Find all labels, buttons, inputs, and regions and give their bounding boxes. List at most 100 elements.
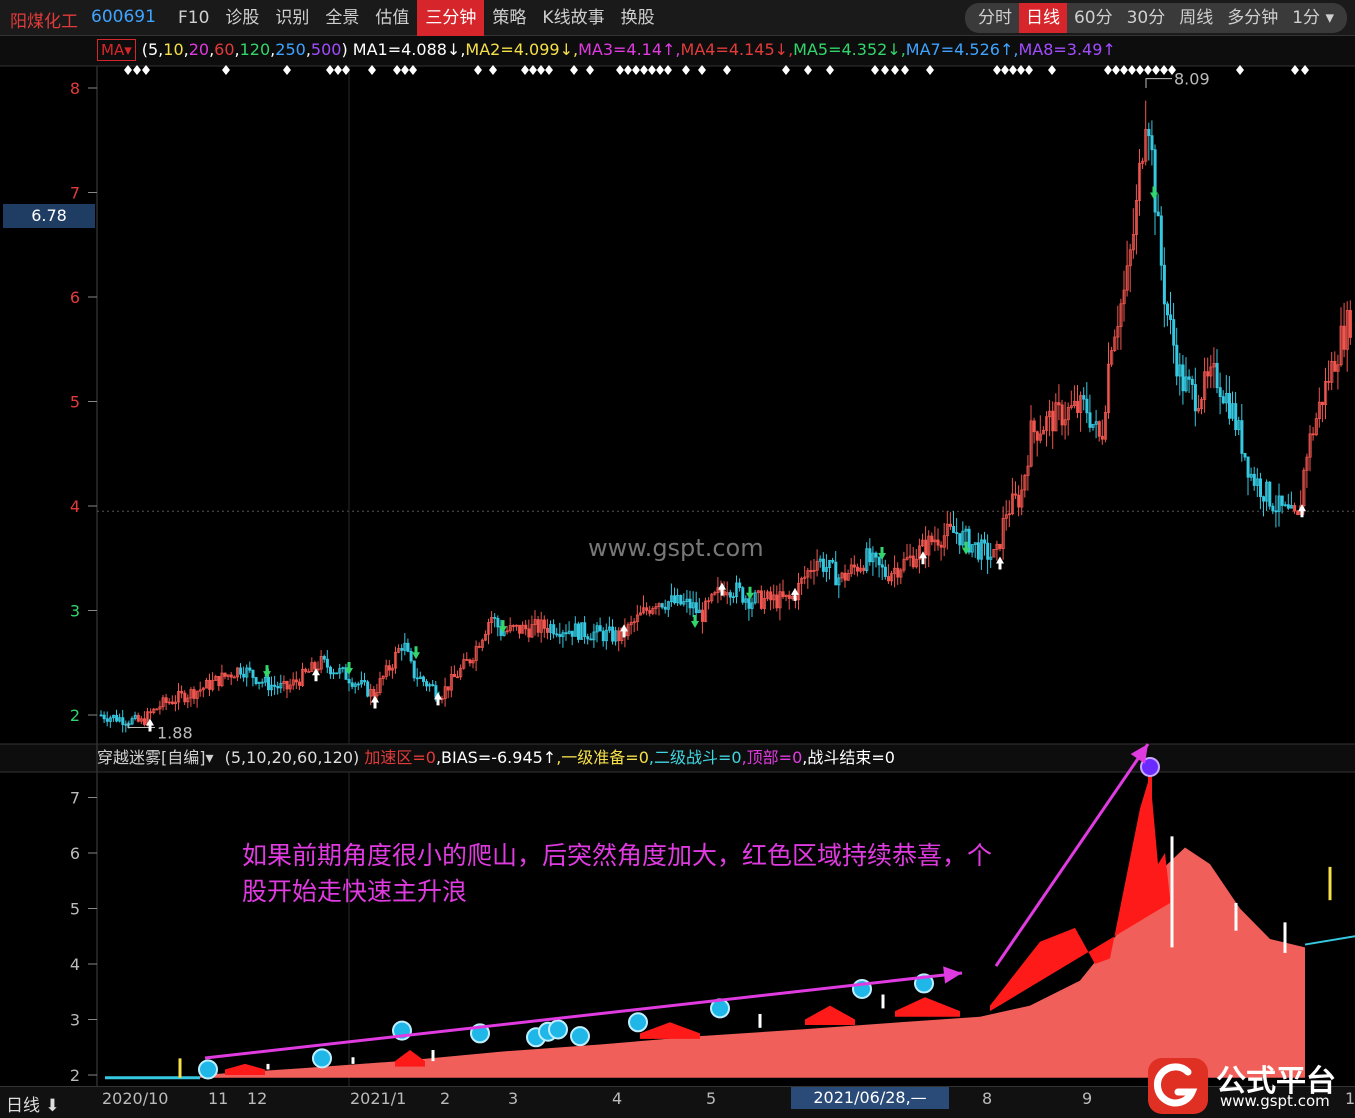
signal-diamond-icon — [871, 65, 879, 75]
candle-body — [1212, 362, 1216, 368]
menu-item[interactable]: F10 — [178, 8, 210, 28]
ma-param: , — [158, 40, 164, 59]
candle-body — [245, 667, 249, 678]
acceleration-zone — [395, 1050, 425, 1067]
candle-body — [173, 701, 177, 705]
candle-body — [149, 711, 153, 714]
sell-arrow-icon — [1150, 186, 1158, 200]
candle-body — [428, 684, 432, 687]
candle-body — [1302, 469, 1306, 507]
menu-item[interactable]: 策略 — [492, 8, 527, 28]
candle-body — [359, 680, 363, 685]
menu-item[interactable]: 估值 — [375, 8, 410, 28]
candle-body — [691, 602, 695, 609]
top-toolbar: 阳煤化工 600691 F10 诊股 识别 全景 估值 三分钟 策略 K线故事 换股 分时 日线 6… — [0, 0, 1355, 36]
menu-item[interactable]: 诊股 — [225, 8, 260, 28]
candle-body — [527, 628, 531, 638]
ma-value: MA5=4.352↓, — [793, 40, 906, 59]
oscillator-tick-label: 5 — [70, 900, 80, 919]
candle-body — [505, 630, 509, 633]
price-tick-label: 7 — [70, 184, 80, 203]
oscillator-tick-label: 6 — [70, 844, 80, 863]
candle-body — [642, 607, 646, 614]
signal-diamond-icon — [368, 65, 376, 75]
candle-body — [1153, 149, 1157, 213]
candle-body — [958, 533, 962, 546]
candle-body — [697, 609, 701, 614]
candle-body — [704, 600, 708, 622]
ma-values: MA1=4.088↓,MA2=4.099↓,MA3=4.14↑,MA4=4.14… — [353, 40, 1116, 59]
candle-body — [955, 532, 959, 534]
ma-param: 10 — [163, 40, 184, 59]
stock-code[interactable]: 600691 — [91, 7, 156, 27]
period-item[interactable]: 30分 — [1126, 8, 1166, 28]
candle-body — [1100, 435, 1104, 440]
candle-body — [828, 559, 832, 568]
candle-body — [530, 624, 534, 638]
candle-body — [142, 718, 146, 725]
candle-body — [862, 567, 866, 571]
period-item[interactable]: 分时 — [977, 8, 1012, 28]
oscillator-params: (5,10,20,60,120) — [224, 748, 360, 767]
candle-body — [1321, 401, 1325, 406]
stock-name[interactable]: 阳煤化工 — [10, 12, 78, 32]
candle-body — [936, 539, 940, 546]
candle-body — [918, 545, 922, 560]
candle-body — [1293, 505, 1297, 512]
signal-diamond-icon — [326, 65, 334, 75]
candle-body — [462, 659, 466, 669]
candle-body — [115, 714, 119, 722]
period-item[interactable]: 周线 — [1179, 8, 1214, 28]
period-item[interactable]: 60分 — [1073, 8, 1113, 28]
candle-body — [561, 632, 565, 637]
candle-body — [229, 674, 233, 678]
period-item[interactable]: 1分 ▾ — [1292, 8, 1334, 28]
sell-arrow-icon — [412, 646, 420, 660]
candle-body — [155, 708, 159, 711]
trend-arrow — [204, 971, 963, 1060]
ma-selector-button[interactable]: MA▾ — [97, 39, 136, 61]
signal-diamond-icon — [409, 65, 417, 75]
candle-body — [1345, 310, 1349, 350]
candle-body — [564, 632, 568, 635]
period-item[interactable]: 日线 — [1018, 3, 1067, 33]
menu-item[interactable]: 换股 — [620, 8, 655, 28]
period-toggle-button[interactable]: 日线 ⬇ — [6, 1096, 60, 1116]
candle-body — [651, 607, 655, 614]
candle-body — [1336, 364, 1340, 372]
signal-diamond-icon — [993, 65, 1001, 75]
candle-body — [911, 555, 915, 568]
period-item[interactable]: 多分钟 — [1227, 8, 1279, 28]
candle-body — [356, 683, 360, 686]
candle-body — [682, 601, 686, 605]
candle-body — [1255, 478, 1259, 486]
candle-body — [542, 619, 546, 629]
menu-item[interactable]: 识别 — [275, 8, 310, 28]
acceleration-arrow — [994, 743, 1150, 967]
oscillator-name[interactable]: 穿越迷雾[自编]▾ — [97, 748, 214, 767]
signal-diamond-icon — [624, 65, 632, 75]
candle-body — [1116, 326, 1120, 338]
cursor-date-label: 2021/06/28,— — [791, 1087, 949, 1109]
candle-body — [970, 544, 974, 553]
low-price-label: 1.88 — [157, 724, 193, 743]
candle-body — [297, 681, 301, 686]
candle-body — [766, 591, 770, 599]
date-label: 10 — [1345, 1089, 1355, 1108]
candle-body — [1166, 303, 1170, 316]
candle-body — [629, 622, 633, 626]
candle-body — [821, 558, 825, 572]
candle-body — [1290, 505, 1294, 509]
candle-body — [567, 630, 571, 634]
menu-item[interactable]: 三分钟 — [417, 0, 485, 36]
menu-item[interactable]: 全景 — [325, 8, 360, 28]
date-label: 9 — [1082, 1089, 1093, 1108]
candle-body — [1224, 393, 1228, 404]
candle-body — [1045, 416, 1049, 431]
menu-item[interactable]: K线故事 — [542, 8, 605, 28]
candle-body — [251, 669, 255, 678]
candle-body — [735, 582, 739, 598]
candle-body — [397, 648, 401, 653]
candle-body — [515, 624, 519, 627]
